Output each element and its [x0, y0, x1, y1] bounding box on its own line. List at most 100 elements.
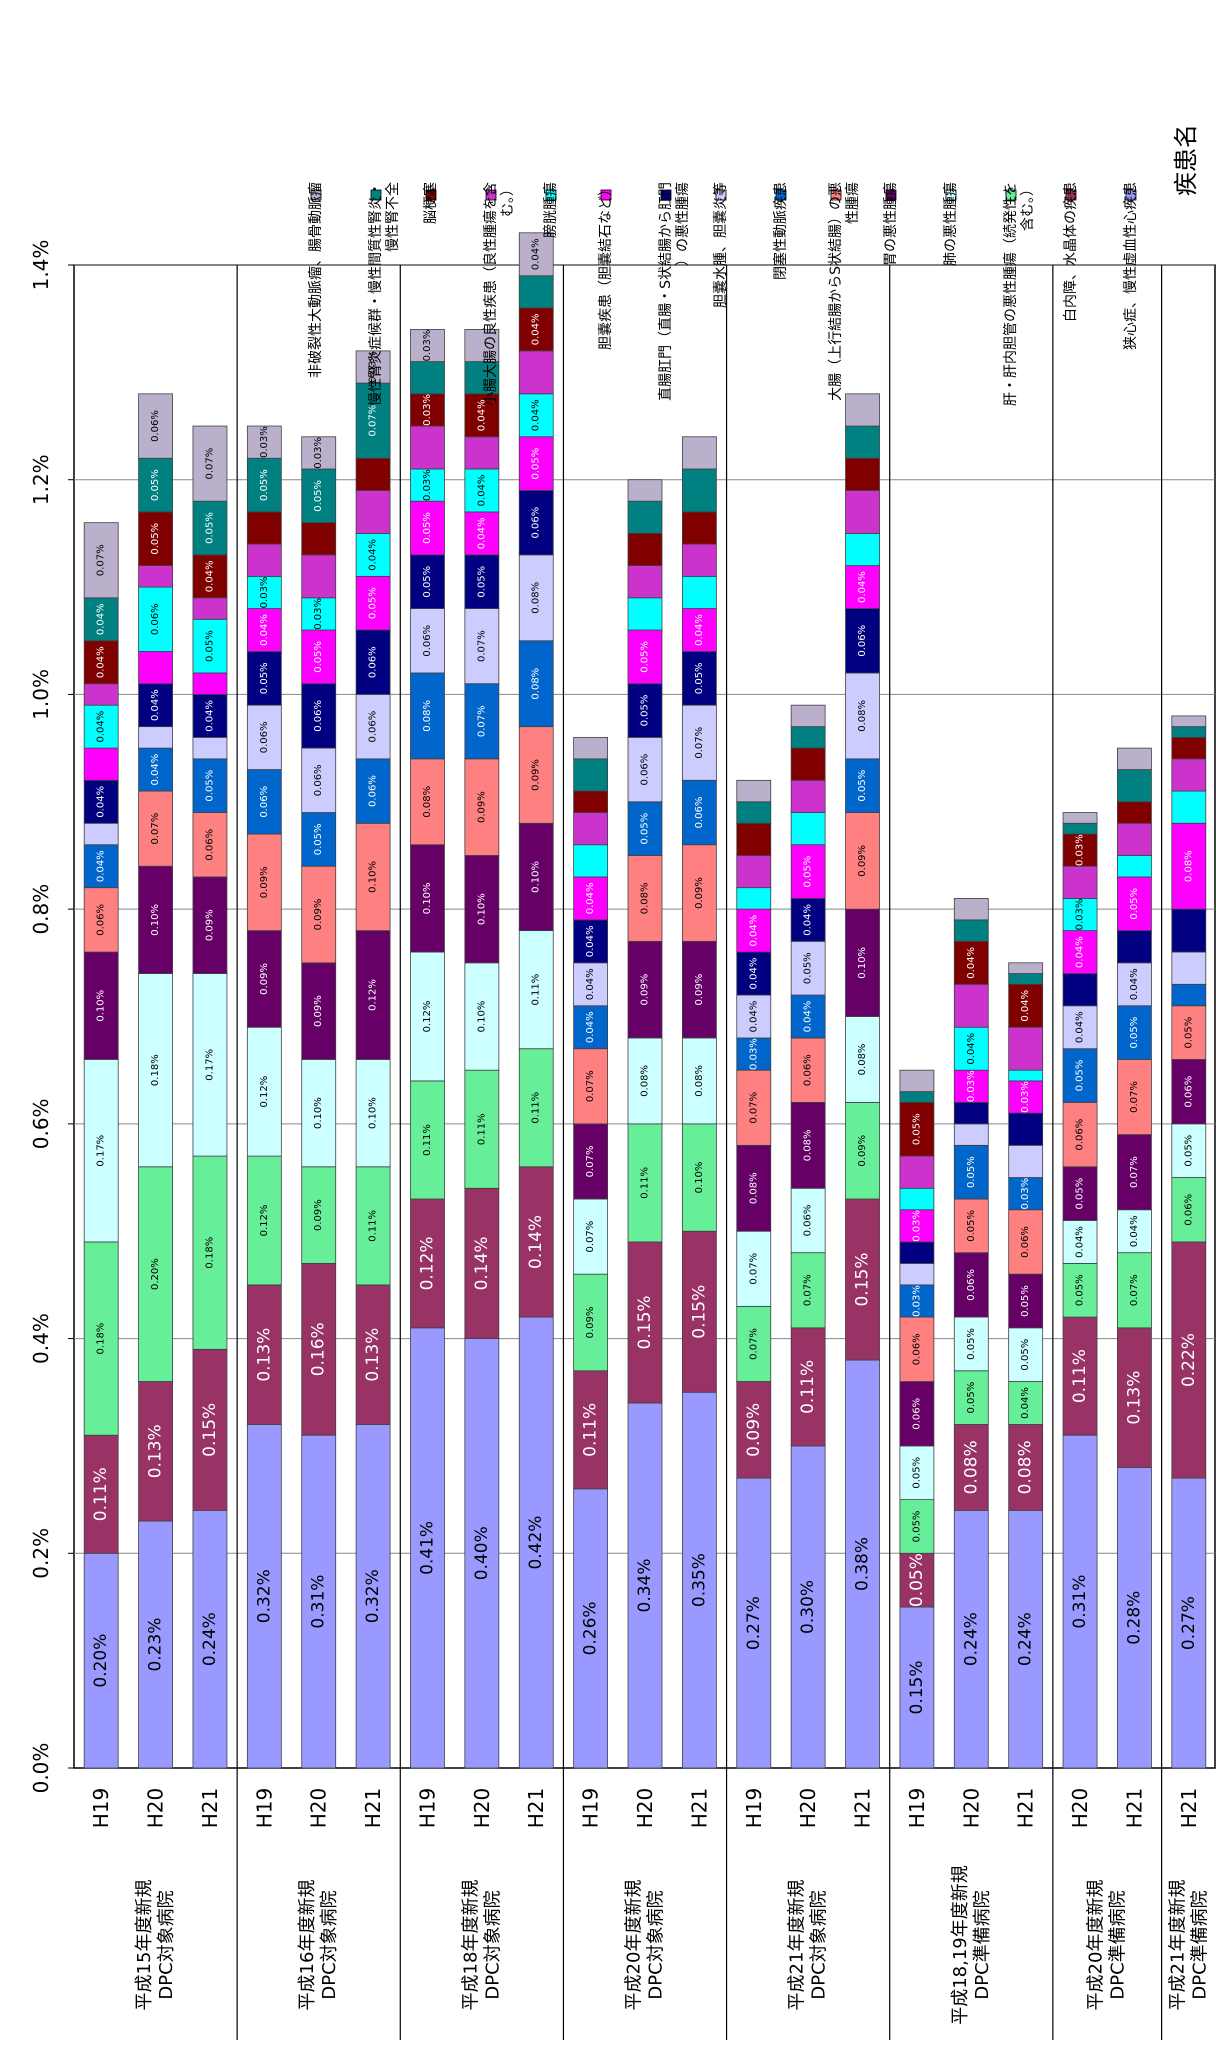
bar-segment [845, 758, 880, 813]
bar-segment [573, 790, 609, 813]
data-label: 0.05% [1020, 1339, 1031, 1371]
data-label: 0.04% [1020, 990, 1031, 1022]
bar-segment [192, 876, 228, 974]
bar-segment [246, 608, 282, 652]
data-label: 0.04% [585, 968, 596, 1000]
bar-segment [573, 919, 609, 964]
legend-swatch [310, 189, 322, 201]
data-label: 0.07% [1129, 1274, 1140, 1306]
legend-swatch [1065, 189, 1077, 201]
bar-segment [410, 1080, 445, 1200]
data-label: 0.08% [961, 1440, 981, 1494]
bar-segment [627, 1123, 663, 1243]
bar-segment [790, 940, 826, 996]
legend-item: 直腸肛門（直腸・S状結腸から肛門 ）の悪性腫瘍 [657, 182, 691, 401]
data-label: 0.05% [803, 856, 814, 888]
bar-segment [736, 1069, 772, 1146]
bar-segment [83, 747, 119, 781]
bar-segment [573, 962, 609, 1007]
bar-segment [192, 973, 228, 1157]
data-label: 0.12% [259, 1076, 270, 1108]
data-label: 0.24% [1016, 1612, 1036, 1666]
bar-segment [1117, 769, 1152, 803]
bar-segment [246, 1026, 282, 1157]
bar-segment [192, 736, 228, 760]
bar-segment [845, 457, 880, 491]
bar-segment [1117, 747, 1152, 770]
bar-segment [301, 522, 337, 556]
bar-segment [518, 436, 554, 491]
bar-segment [464, 608, 500, 685]
category-label: H21 [851, 1788, 875, 1829]
legend-label: 膀胱腫瘍 [542, 182, 559, 238]
data-label: 0.07% [1129, 1156, 1140, 1188]
bar-segment [246, 704, 282, 770]
group-label: 平成18年度新規 [460, 1880, 481, 2011]
data-label: 0.28% [1124, 1591, 1144, 1645]
data-label: 0.06% [1020, 1226, 1031, 1258]
bar-segment [355, 532, 391, 577]
data-label: 0.05% [640, 641, 651, 673]
data-label: 0.07% [204, 448, 215, 480]
bar-segment [83, 522, 119, 599]
category-label: H19 [89, 1788, 113, 1829]
bar-segment [845, 532, 880, 567]
bar-segment [845, 490, 880, 534]
bar-segment [464, 1069, 500, 1189]
bar-segment [138, 747, 173, 792]
data-label: 0.07% [585, 1146, 596, 1178]
bar-segment [192, 812, 228, 878]
group-label: DPC対象病院 [319, 1890, 340, 1999]
data-label: 0.08% [857, 700, 868, 732]
group-label: DPC対象病院 [156, 1890, 177, 1999]
bar-segment [573, 1370, 609, 1490]
data-label: 0.22% [1179, 1333, 1199, 1387]
group-label: DPC準備病院 [1108, 1890, 1129, 1999]
group-label: DPC対象病院 [646, 1890, 667, 1999]
bar-segment [953, 898, 989, 921]
bar-segment [83, 1059, 119, 1243]
group-label: 平成18,19年度新規 [950, 1865, 971, 2025]
bar-segment [138, 973, 173, 1168]
bar-segment [410, 329, 445, 363]
data-label: 0.05% [1075, 1060, 1086, 1092]
category-label: H19 [415, 1788, 439, 1829]
data-label: 0.06% [368, 646, 379, 678]
data-label: 0.06% [911, 1333, 922, 1365]
data-label: 0.05% [150, 469, 161, 501]
bar-segment [355, 350, 391, 384]
bar-segment [573, 812, 609, 846]
bar-segment [1117, 1467, 1152, 1769]
bar-segment [899, 1316, 935, 1382]
bar-segment [464, 511, 500, 556]
data-label: 0.05% [422, 512, 433, 544]
data-label: 0.05% [966, 1328, 977, 1360]
bar-segment [83, 704, 119, 749]
bar-segment [518, 930, 554, 1050]
bar-segment [192, 672, 228, 695]
data-label: 0.15% [689, 1285, 709, 1339]
bar-segment [1062, 833, 1098, 867]
data-label: 0.06% [204, 829, 215, 861]
bar-segment [138, 586, 173, 652]
bar-segment [845, 393, 880, 427]
data-label: 0.07% [1129, 1081, 1140, 1113]
data-label: 0.03% [911, 1210, 922, 1242]
category-label: H21 [1122, 1788, 1146, 1829]
bar-segment [83, 683, 119, 706]
bar-segment [1117, 822, 1152, 856]
data-label: 0.04% [748, 915, 759, 947]
bar-segment [736, 1037, 772, 1071]
category-label: H21 [524, 1788, 548, 1829]
bar-segment [1062, 1005, 1098, 1050]
data-label: 0.06% [640, 754, 651, 786]
data-label: 0.06% [966, 1269, 977, 1301]
data-label: 0.06% [1075, 1119, 1086, 1151]
bar-segment [627, 940, 663, 1039]
data-label: 0.08% [694, 1065, 705, 1097]
bar-segment [192, 500, 228, 556]
data-label: 0.04% [96, 786, 107, 818]
data-label: 0.12% [422, 1001, 433, 1033]
data-label: 0.05% [150, 523, 161, 555]
data-label: 0.04% [585, 925, 596, 957]
